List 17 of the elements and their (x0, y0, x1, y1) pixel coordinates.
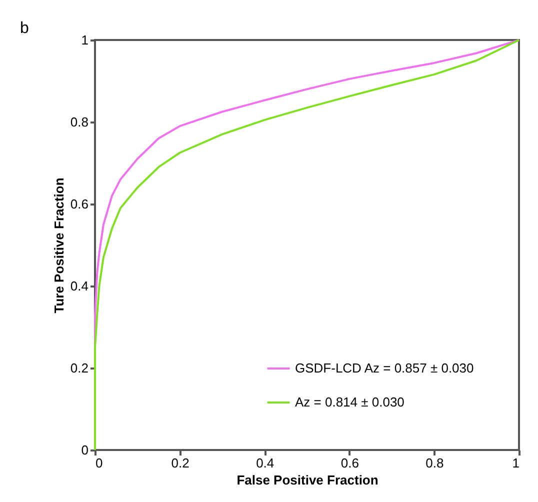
x-tick-label: 0 (96, 456, 103, 470)
y-tick-label: 0.8 (70, 114, 88, 130)
legend-label: Az = 0.814 ± 0.030 (295, 394, 404, 410)
y-tick-label: 0.4 (70, 278, 88, 294)
x-tick-label: 0.4 (256, 456, 274, 470)
x-tick-label: 0.8 (426, 456, 444, 470)
y-tick-label: 1 (81, 32, 88, 48)
y-axis-title: Ture Positive Fraction (51, 178, 66, 314)
y-tick-label: 0 (81, 442, 88, 458)
x-tick-label: 1 (512, 456, 520, 470)
text: b (20, 20, 29, 37)
x-tick-label: 0.6 (340, 456, 359, 470)
y-tick-label: 0.6 (70, 196, 88, 212)
x-axis-title: False Positive Fraction (236, 472, 378, 488)
x-tick-label: 0.2 (171, 456, 190, 470)
legend-label: GSDF-LCD Az = 0.857 ± 0.030 (295, 360, 474, 376)
y-tick-label: 0.2 (70, 360, 88, 376)
